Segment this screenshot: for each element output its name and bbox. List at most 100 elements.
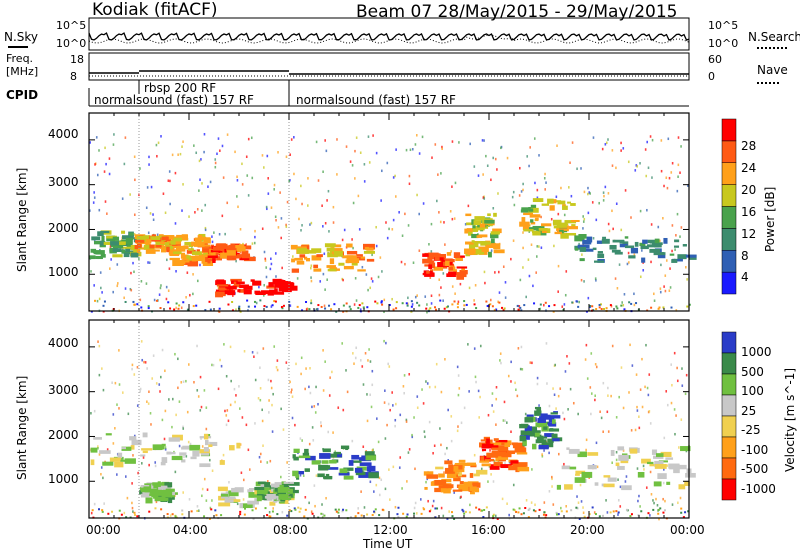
- velocity-speckle: [681, 367, 683, 370]
- velocity-feature-3: [256, 490, 268, 495]
- velocity-feature-5: [434, 479, 447, 486]
- power-speckle: [309, 223, 311, 226]
- velocity-feature-4: [366, 466, 372, 472]
- power-speckle: [264, 259, 267, 262]
- power-speckle: [502, 265, 505, 268]
- power-feature-7: [471, 219, 476, 225]
- power-speckle: [90, 270, 92, 273]
- power-near-range: [177, 307, 180, 310]
- power-speckle: [392, 218, 395, 222]
- velocity-near-range: [680, 511, 683, 514]
- power-feature-2: [191, 251, 202, 256]
- velocity-speckle: [610, 394, 612, 398]
- velocity-speckle: [664, 499, 666, 503]
- velocity-speckle: [663, 436, 666, 440]
- power-speckle: [394, 174, 396, 178]
- velocity-speckle: [606, 511, 609, 514]
- velocity-feature-8: [678, 484, 686, 490]
- power-speckle: [138, 257, 140, 261]
- velocity-speckle: [199, 409, 202, 412]
- velocity-speckle: [563, 462, 565, 466]
- power-speckle: [630, 216, 632, 219]
- vel-cb-tick-minus25: -25: [741, 423, 761, 437]
- velocity-speckle: [315, 385, 317, 389]
- power-feature-7: [464, 248, 476, 255]
- velocity-speckle: [261, 419, 264, 423]
- power-speckle: [295, 197, 297, 201]
- power-speckle: [322, 170, 324, 174]
- velocity-speckle: [636, 405, 638, 409]
- power-speckle: [639, 162, 641, 165]
- power-near-range: [192, 305, 195, 308]
- velocity-near-range: [663, 509, 666, 512]
- velocity-feature-0: [124, 458, 136, 464]
- power-speckle: [498, 291, 501, 294]
- velocity-near-range: [492, 515, 495, 518]
- velocity-speckle: [155, 382, 158, 385]
- power-speckle: [490, 249, 493, 252]
- velocity-near-range: [428, 510, 431, 513]
- velocity-feature-0: [154, 445, 165, 450]
- velocity-near-range: [468, 511, 471, 514]
- power-speckle: [200, 158, 202, 161]
- velocity-speckle: [641, 405, 644, 409]
- velocity-feature-1: [154, 498, 166, 502]
- velocity-feature-5: [459, 481, 464, 485]
- power-feature-3: [241, 250, 249, 256]
- velocity-speckle: [187, 363, 190, 366]
- velocity-feature-2: [231, 487, 242, 493]
- power-near-range: [380, 301, 383, 304]
- power-speckle: [381, 169, 383, 173]
- power-speckle: [301, 202, 303, 206]
- power-speckle: [133, 213, 136, 217]
- power-near-range: [489, 303, 492, 306]
- velocity-speckle: [371, 383, 374, 387]
- velocity-feature-7: [532, 443, 537, 450]
- velocity-near-range: [578, 517, 581, 520]
- power-speckle: [155, 143, 158, 147]
- power-feature-4: [273, 291, 285, 295]
- power-speckle: [620, 141, 622, 145]
- power-speckle: [556, 144, 558, 147]
- velocity-speckle: [389, 498, 391, 501]
- velocity-feature-4: [327, 467, 339, 470]
- vel-cb-tick-minus100: -100: [741, 443, 769, 457]
- power-near-range: [443, 307, 446, 310]
- velocity-speckle: [276, 359, 279, 362]
- power-feature-3: [228, 244, 236, 251]
- power-speckle: [405, 148, 408, 152]
- power-feature-8: [571, 219, 580, 222]
- power-near-range: [358, 304, 361, 307]
- power-speckle: [494, 157, 497, 161]
- velocity-speckle: [516, 394, 519, 398]
- power-speckle: [430, 222, 433, 226]
- velocity-feature-6: [512, 442, 525, 449]
- power-speckle: [196, 279, 199, 283]
- power-speckle: [289, 153, 292, 156]
- velocity-speckle: [551, 475, 553, 479]
- power-speckle: [250, 136, 253, 140]
- power-speckle: [354, 177, 356, 180]
- velocity-feature-8: [629, 448, 638, 454]
- power-speckle: [522, 188, 524, 192]
- power-near-range: [501, 306, 504, 309]
- power-feature-1: [136, 235, 148, 242]
- power-feature-7: [490, 238, 495, 244]
- velocity-speckle: [304, 387, 306, 391]
- power-feature-5: [290, 244, 298, 250]
- power-speckle: [195, 151, 198, 155]
- power-near-range: [388, 303, 391, 306]
- velocity-near-range: [373, 510, 376, 513]
- power-near-range: [517, 308, 520, 311]
- velocity-speckle: [685, 373, 688, 377]
- power-speckle: [130, 271, 132, 275]
- power-speckle: [535, 255, 538, 258]
- power-speckle: [100, 286, 102, 290]
- power-near-range: [485, 300, 488, 303]
- velocity-near-range: [527, 516, 530, 519]
- velocity-speckle: [642, 464, 645, 468]
- power-speckle: [492, 156, 495, 160]
- velocity-speckle: [599, 410, 601, 413]
- velocity-speckle: [622, 449, 625, 452]
- power-speckle: [289, 304, 292, 307]
